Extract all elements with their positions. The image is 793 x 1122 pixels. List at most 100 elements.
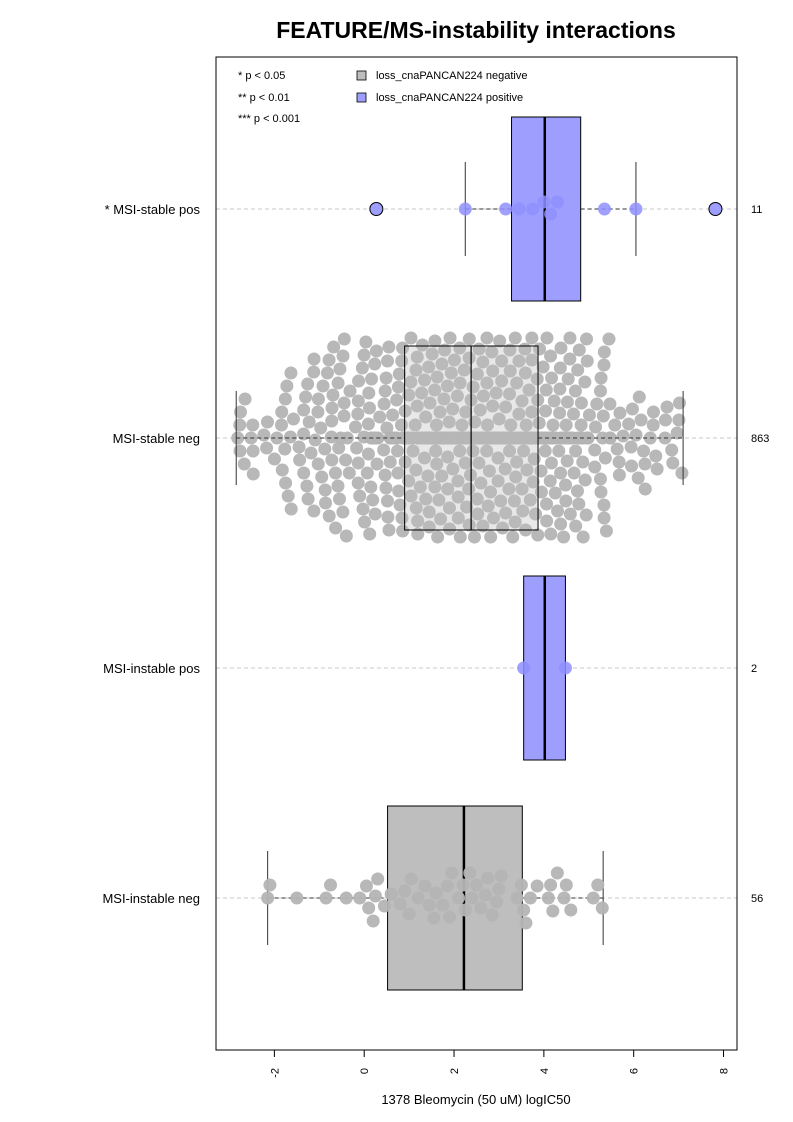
data-point xyxy=(392,484,406,498)
data-point xyxy=(594,485,608,499)
x-tick-label: 8 xyxy=(719,1068,731,1074)
data-point xyxy=(383,455,397,469)
data-point xyxy=(470,878,483,892)
data-point xyxy=(486,364,500,378)
data-point xyxy=(422,360,436,374)
data-point xyxy=(391,380,405,394)
data-point xyxy=(419,410,433,424)
data-point xyxy=(517,661,531,675)
data-point xyxy=(538,444,552,458)
data-point xyxy=(580,354,594,368)
data-point xyxy=(515,482,529,496)
data-point xyxy=(260,441,274,455)
data-point xyxy=(465,891,479,905)
data-point xyxy=(361,447,375,461)
data-point xyxy=(362,901,376,915)
data-point xyxy=(332,441,346,455)
data-point xyxy=(458,456,472,470)
data-point xyxy=(351,476,365,490)
data-point xyxy=(404,489,418,503)
data-point xyxy=(467,530,481,544)
data-point xyxy=(233,418,247,432)
data-point xyxy=(551,504,565,518)
data-point xyxy=(544,207,558,221)
data-point xyxy=(418,451,432,465)
data-point xyxy=(300,479,314,493)
data-point xyxy=(572,497,586,511)
data-point xyxy=(658,413,672,427)
data-point xyxy=(576,455,590,469)
data-point xyxy=(369,344,383,358)
data-point xyxy=(349,420,363,434)
outlier-point xyxy=(708,202,723,216)
data-point xyxy=(280,379,294,393)
data-point xyxy=(234,405,248,419)
data-point xyxy=(362,401,376,415)
data-point xyxy=(503,343,517,357)
data-point xyxy=(366,493,380,507)
data-point xyxy=(540,514,554,528)
data-point xyxy=(393,897,407,911)
x-tick-label: 6 xyxy=(629,1068,641,1074)
data-point xyxy=(624,440,638,454)
data-point xyxy=(552,444,566,458)
data-point xyxy=(337,409,351,423)
data-point xyxy=(495,354,509,368)
data-point xyxy=(333,362,347,376)
data-point xyxy=(443,910,457,924)
data-point xyxy=(261,891,275,905)
data-point xyxy=(463,468,477,482)
chart-title: FEATURE/MS-instability interactions xyxy=(276,17,676,43)
data-point xyxy=(297,466,311,480)
data-point xyxy=(637,444,651,458)
data-point xyxy=(409,463,423,477)
x-tick-label: 0 xyxy=(359,1068,371,1074)
data-point xyxy=(433,405,447,419)
data-point xyxy=(554,341,568,355)
data-point xyxy=(483,485,497,499)
data-point xyxy=(284,366,298,380)
data-point xyxy=(559,878,573,892)
data-point xyxy=(290,891,304,905)
data-point xyxy=(525,353,539,367)
data-point xyxy=(393,498,407,512)
data-point xyxy=(529,507,543,521)
data-point xyxy=(512,407,526,421)
data-point xyxy=(553,361,567,375)
data-point xyxy=(284,502,298,516)
data-point xyxy=(525,405,539,419)
data-point xyxy=(325,401,339,415)
data-point xyxy=(541,891,555,905)
data-point xyxy=(593,472,607,486)
data-point xyxy=(395,511,409,525)
data-point xyxy=(597,345,611,359)
data-point xyxy=(594,371,608,385)
data-point xyxy=(275,405,289,419)
data-point xyxy=(379,481,393,495)
data-point xyxy=(423,396,437,410)
data-point xyxy=(398,455,412,469)
data-point xyxy=(625,459,639,473)
data-point xyxy=(446,402,460,416)
data-point xyxy=(616,429,630,443)
data-point xyxy=(612,455,626,469)
data-point xyxy=(571,363,585,377)
data-point xyxy=(579,508,593,522)
data-point xyxy=(489,386,503,400)
data-point xyxy=(440,379,454,393)
data-point xyxy=(318,442,332,456)
data-point xyxy=(357,348,371,362)
data-point xyxy=(550,866,564,880)
data-point xyxy=(507,494,521,508)
data-point xyxy=(320,366,334,380)
data-point xyxy=(603,397,617,411)
data-point xyxy=(638,457,652,471)
data-point xyxy=(650,462,664,476)
data-point xyxy=(368,889,382,903)
data-point xyxy=(480,331,494,345)
data-point xyxy=(466,444,480,458)
data-point xyxy=(559,478,573,492)
data-point xyxy=(352,374,366,388)
data-point xyxy=(564,903,578,917)
data-point xyxy=(569,444,583,458)
